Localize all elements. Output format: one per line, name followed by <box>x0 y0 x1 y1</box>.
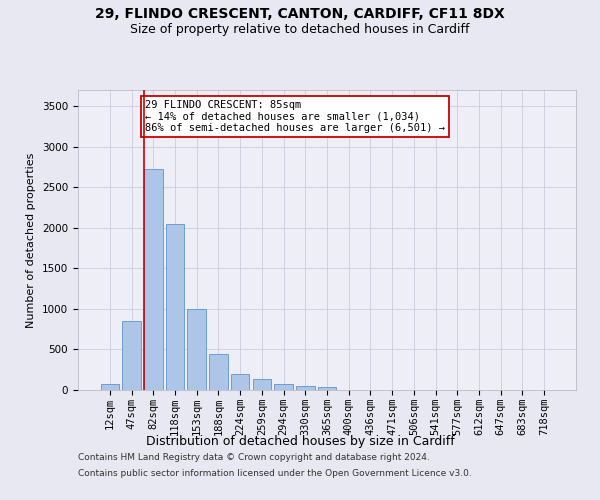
Bar <box>296 386 314 390</box>
Bar <box>231 374 250 390</box>
Text: Distribution of detached houses by size in Cardiff: Distribution of detached houses by size … <box>146 435 454 448</box>
Y-axis label: Number of detached properties: Number of detached properties <box>26 152 37 328</box>
Text: Size of property relative to detached houses in Cardiff: Size of property relative to detached ho… <box>130 22 470 36</box>
Bar <box>101 384 119 390</box>
Text: Contains HM Land Registry data © Crown copyright and database right 2024.: Contains HM Land Registry data © Crown c… <box>78 454 430 462</box>
Bar <box>253 380 271 390</box>
Text: Contains public sector information licensed under the Open Government Licence v3: Contains public sector information licen… <box>78 468 472 477</box>
Bar <box>144 170 163 390</box>
Bar <box>187 309 206 390</box>
Bar <box>274 384 293 390</box>
Bar <box>318 387 336 390</box>
Bar <box>166 224 184 390</box>
Text: 29, FLINDO CRESCENT, CANTON, CARDIFF, CF11 8DX: 29, FLINDO CRESCENT, CANTON, CARDIFF, CF… <box>95 8 505 22</box>
Bar <box>122 321 141 390</box>
Bar <box>209 354 227 390</box>
Text: 29 FLINDO CRESCENT: 85sqm
← 14% of detached houses are smaller (1,034)
86% of se: 29 FLINDO CRESCENT: 85sqm ← 14% of detac… <box>145 100 445 133</box>
